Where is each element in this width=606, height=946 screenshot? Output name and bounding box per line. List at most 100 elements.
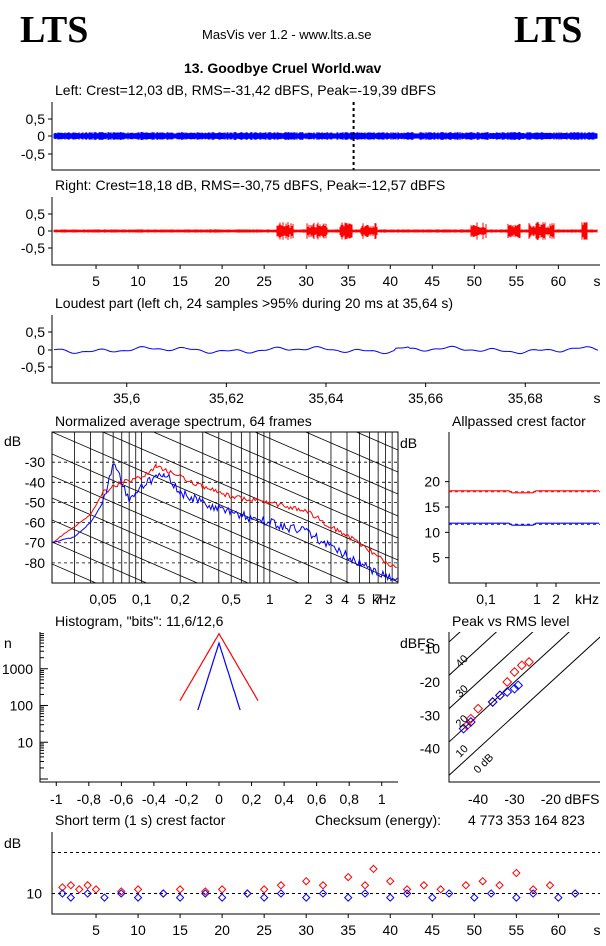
short-term-point-blue (554, 893, 563, 902)
histogram-ytick: 10 (17, 734, 33, 750)
histogram-xtick: -0,2 (174, 791, 198, 807)
right-waveform-xtick: 55 (509, 273, 525, 289)
peak-rms-diag-label: 30 (454, 683, 471, 700)
peak-rms-point-red (473, 703, 484, 714)
peak-rms-axes (448, 632, 600, 783)
spectrum-ytick: -70 (25, 535, 45, 551)
peak-rms-point-blue (487, 697, 498, 707)
short-term-xtick: 5 (92, 922, 100, 938)
peak-rms-ytick: -20 (420, 674, 440, 690)
spectrum-xtick: 5 (358, 591, 366, 607)
right-waveform-ytick: 0,5 (26, 206, 46, 222)
left-waveform-title: Left: Crest=12,03 dB, RMS=-31,42 dBFS, P… (55, 82, 436, 98)
peak-rms-ylabel: dBFS (400, 635, 435, 651)
loudest-part-ytick: -0,5 (21, 359, 45, 375)
file-title: 13. Goodbye Cruel World.wav (184, 60, 382, 76)
peak-rms-point-blue (513, 680, 524, 691)
peak-rms-ytick: -30 (420, 707, 440, 723)
spectrum-xtick: 0,5 (221, 591, 241, 607)
spectrum-ytick: -50 (25, 494, 45, 510)
spectrum-slope-line (52, 497, 250, 583)
peak-rms-xtick: -40 (468, 791, 488, 807)
short-term-point-blue (243, 889, 252, 898)
loudest-part-ytick: 0,5 (26, 324, 46, 340)
short-term-point-blue (318, 889, 328, 898)
short-term-ytick: 10 (26, 886, 42, 902)
checksum-label: Checksum (energy): (315, 812, 442, 828)
peak-rms-point-red (524, 657, 535, 667)
short-term-xtick: 45 (424, 922, 440, 938)
short-term-xtick: 10 (130, 922, 146, 938)
spectrum-slope-line (253, 432, 398, 495)
loudest-part-axes (51, 315, 600, 384)
spectrum-slope-line (52, 563, 97, 583)
histogram-ytick: 100 (10, 698, 34, 714)
right-waveform-xtick: 25 (256, 273, 272, 289)
histogram-xtick: -0,6 (109, 791, 133, 807)
short-term-point-blue (301, 893, 311, 902)
spectrum-title: Normalized average spectrum, 64 frames (55, 413, 312, 429)
peak-rms-xlabel: dBFS (564, 791, 599, 807)
short-term-point-blue (470, 893, 479, 902)
short-term-point-blue (58, 889, 67, 898)
peak-rms-point-blue (458, 723, 469, 734)
loudest-part-title: Loudest part (left ch, 24 samples >95% d… (55, 295, 454, 311)
allpassed-ytick: 10 (424, 524, 440, 540)
short-term-axes (51, 832, 600, 915)
spectrum-frame (51, 431, 399, 584)
allpassed-xunit: kHz (575, 591, 599, 607)
short-term-point-red (512, 868, 521, 878)
logo-right: LTS (514, 9, 583, 51)
loudest-part-xtick: 35,66 (408, 390, 443, 406)
histogram-xtick: 0,4 (274, 791, 294, 807)
histogram-xtick: -0,4 (142, 791, 166, 807)
loudest-part-ytick: 0 (37, 342, 45, 358)
short-term-xunit: s (594, 922, 601, 938)
peak-rms-diagonal (449, 632, 534, 710)
histogram-curve-red (179, 632, 259, 702)
peak-rms-point-blue (494, 690, 505, 701)
spectrum-slope-line (52, 696, 398, 846)
allpassed-ytick: 5 (432, 550, 440, 566)
short-term-point-blue (217, 893, 227, 902)
short-term-point-red (386, 876, 395, 886)
right-waveform-ytick: 0 (37, 223, 45, 239)
spectrum-ytick: -80 (25, 555, 45, 571)
allpassed-ytick: 20 (424, 474, 440, 490)
peak-rms-point-blue (509, 683, 520, 694)
short-term-xtick: 60 (551, 922, 567, 938)
short-term-point-blue (428, 893, 437, 902)
short-term-point-blue (360, 889, 370, 898)
peak-rms-ytick: -10 (420, 641, 440, 657)
spectrum-slope-line (304, 432, 398, 473)
short-term-point-blue (402, 889, 412, 898)
short-term-point-blue (343, 893, 353, 902)
short-term-point-blue (259, 893, 269, 902)
spectrum-slope-line (152, 432, 398, 539)
short-term-point-red (259, 885, 269, 894)
short-term-point-blue (201, 889, 210, 898)
peak-rms-diag-label: 20 (454, 713, 471, 730)
short-term-point-red (436, 885, 445, 894)
short-term-point-red (301, 876, 311, 886)
spectrum-xtick: 0,1 (132, 591, 152, 607)
peak-rms-point-red (509, 667, 520, 677)
short-term-point-blue (83, 889, 92, 898)
allpassed-line-red (449, 490, 599, 494)
short-term-xtick: 30 (298, 922, 314, 938)
logo-left: LTS (20, 9, 89, 51)
short-term-point-red (419, 881, 429, 890)
histogram-curve-blue (197, 641, 241, 711)
short-term-point-red (217, 885, 227, 894)
left-waveform-axes (51, 102, 600, 171)
spectrum-xtick: 2 (304, 591, 312, 607)
short-term-point-red (461, 881, 471, 890)
short-term-point-blue (117, 889, 126, 898)
histogram-ylabel: n (4, 635, 12, 651)
peak-rms-point-red (462, 720, 473, 731)
spectrum-slope-line (52, 630, 398, 780)
histogram-axes (39, 632, 398, 783)
spectrum-slope-line (52, 432, 398, 583)
short-term-xtick: 25 (256, 922, 272, 938)
